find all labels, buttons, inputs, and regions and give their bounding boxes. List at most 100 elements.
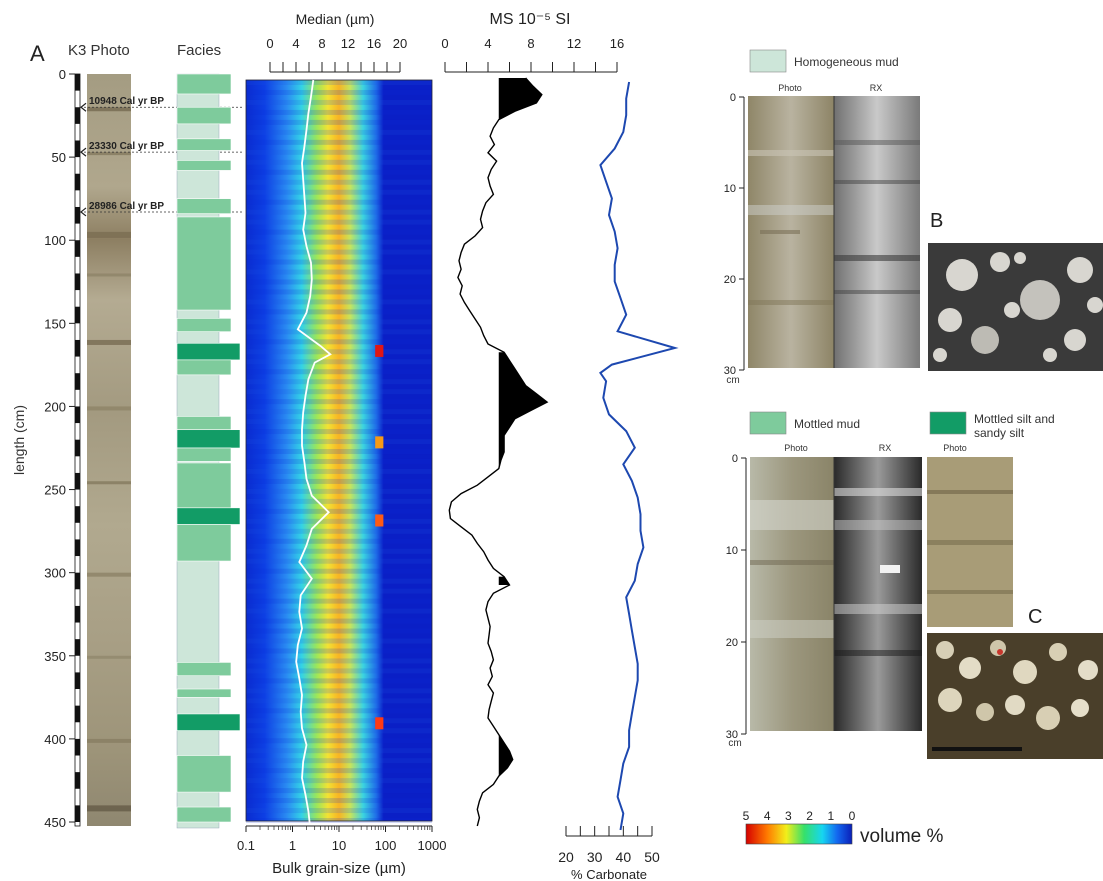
ms-filled-area: [498, 78, 542, 120]
panel-c-scale-bar: [932, 747, 1022, 751]
heatmap-row: [246, 249, 432, 255]
legend-label-silt-2: sandy silt: [974, 426, 1025, 440]
heatmap-row: [246, 169, 432, 175]
heatmap-row: [246, 129, 432, 135]
carbonate-axis-tick-label: 50: [644, 849, 660, 865]
median-axis-tick-label: 16: [367, 36, 381, 51]
heatmap-row: [246, 708, 432, 714]
panel-b-unit: cm: [726, 375, 739, 386]
core-axis-tick-label: 30: [726, 729, 738, 741]
heatmap-row: [246, 698, 432, 704]
panel-c-photo2-label: Photo: [943, 443, 967, 453]
scale-segment: [75, 107, 80, 124]
age-label: 23330 Cal yr BP: [89, 141, 164, 152]
panel-b-photo-label: Photo: [778, 83, 802, 93]
facies-unit-mottled: [176, 416, 232, 431]
photo-band: [87, 107, 131, 112]
heatmap-row: [246, 80, 432, 85]
heatmap-row: [246, 189, 432, 195]
colorbar-tick-label: 0: [849, 809, 856, 823]
heatmap-row: [246, 309, 432, 315]
heatmap-row: [246, 149, 432, 155]
depth-tick-label: 450: [44, 815, 66, 830]
heatmap-row: [246, 728, 432, 734]
heatmap-frame: [245, 79, 433, 822]
legend-swatch-silt: [929, 411, 967, 435]
facies-unit-mottled: [176, 198, 232, 214]
panel-c-unit: cm: [728, 738, 741, 749]
heatmap-row: [246, 718, 432, 724]
heatmap-row: [246, 259, 432, 265]
photo-band: [87, 805, 131, 812]
panel-c-photo-label: Photo: [784, 443, 808, 453]
carbonate-axis-tick-label: 40: [616, 849, 632, 865]
depth-tick-label: 200: [44, 399, 66, 414]
photo-band: [87, 339, 131, 345]
colorbar-label: volume %: [860, 826, 944, 847]
ms-axis-tick-label: 8: [527, 36, 534, 51]
heatmap-row: [246, 638, 432, 644]
heatmap-row: [246, 778, 432, 784]
heatmap-row: [246, 329, 432, 335]
heatmap-rows: [246, 80, 432, 824]
heatmap-row: [246, 159, 432, 165]
heatmap-row: [246, 219, 432, 225]
heatmap-row: [246, 528, 432, 534]
heatmap-row: [246, 419, 432, 425]
panel-c-photo2-texture: [927, 490, 1013, 594]
carbonate-axis-label: % Carbonate: [571, 867, 647, 881]
facies-unit-mottled: [176, 216, 232, 311]
heatmap-row: [246, 498, 432, 504]
heatmap-row: [246, 119, 432, 125]
heatmap-row: [246, 359, 432, 365]
heatmap-row: [246, 289, 432, 295]
heatmap-row: [246, 798, 432, 804]
heatmap-hotspot: [375, 436, 384, 449]
heatmap-row: [246, 818, 432, 824]
heatmap-row: [246, 179, 432, 185]
panel-c-core-photo: [750, 457, 834, 731]
facies-unit-silt: [176, 713, 241, 731]
ms-filled-area: [498, 576, 510, 585]
panel-b-axis: 0 10 20 30: [724, 92, 745, 377]
core-scale-segments: [75, 74, 80, 822]
legend-label-mottled: Mottled mud: [794, 417, 860, 431]
median-axis-tick-label: 12: [341, 36, 355, 51]
scale-segment: [75, 672, 80, 690]
depth-tick-label: 100: [44, 233, 66, 248]
panel-b-rx-texture: [834, 140, 920, 294]
heatmap-row: [246, 429, 432, 435]
core-photo-bands: [87, 107, 131, 812]
heatmap-row: [246, 349, 432, 355]
heatmap-row: [246, 758, 432, 764]
photo-column-label: K3 Photo: [68, 42, 130, 59]
heatmap-row: [246, 648, 432, 654]
scale-segment: [75, 240, 80, 257]
facies-column: [176, 73, 241, 829]
panel-c-rx-label: RX: [879, 443, 892, 453]
photo-band: [87, 406, 131, 411]
facies-unit-silt: [176, 342, 241, 361]
scale-segment: [75, 140, 80, 158]
depth-tick-label: 150: [44, 316, 66, 331]
facies-unit-mottled: [176, 462, 232, 509]
facies-unit-mottled: [176, 447, 232, 462]
heatmap-row: [246, 658, 432, 664]
panel-c-letter: C: [1028, 606, 1042, 628]
heatmap-row: [246, 768, 432, 774]
colorbar-tick-label: 3: [785, 809, 792, 823]
scale-segment: [75, 539, 80, 557]
ms-axis-tick-label: 16: [610, 36, 624, 51]
scale-segment: [75, 273, 80, 291]
heatmap-row: [246, 99, 432, 105]
heatmap-row: [246, 748, 432, 754]
heatmap-row: [246, 618, 432, 624]
ms-axis-tick-label: 4: [484, 36, 491, 51]
core-axis-tick-label: 20: [726, 637, 738, 649]
heatmap-row: [246, 319, 432, 325]
facies-unit-mottled: [176, 688, 232, 698]
ms-top-axis: 0 4 8 12 16: [441, 36, 624, 73]
heatmap-row: [246, 628, 432, 634]
